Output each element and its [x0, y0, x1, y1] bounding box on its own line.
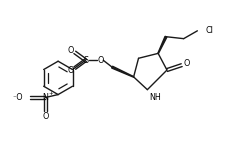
Text: O: O [68, 46, 74, 55]
Text: +: + [48, 90, 53, 96]
Text: ⁻O: ⁻O [12, 93, 23, 102]
Text: Cl: Cl [205, 26, 213, 35]
Text: O: O [42, 112, 49, 121]
Text: O: O [183, 59, 190, 68]
Text: NH: NH [149, 93, 161, 102]
Text: O: O [68, 66, 74, 75]
Text: N: N [42, 93, 48, 102]
Polygon shape [158, 36, 167, 54]
Text: O: O [97, 56, 104, 65]
Polygon shape [112, 66, 134, 77]
Text: S: S [83, 56, 88, 65]
